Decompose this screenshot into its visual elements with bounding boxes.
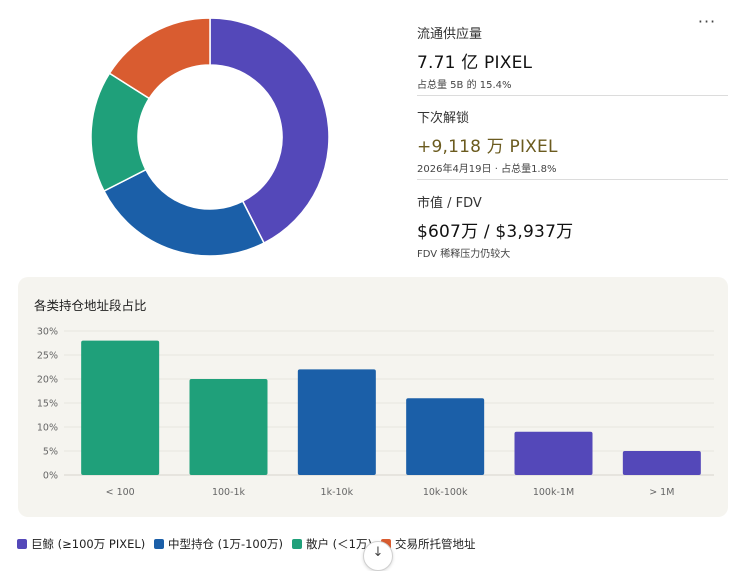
x-tick-label: 1k-10k [321,487,354,498]
donut-segment-whale[interactable] [209,17,330,245]
stat-circulating-supply: 流通供应量 7.71 亿 PIXEL 占总量 5B 的 15.4% [417,23,728,91]
y-tick-label: 20% [37,375,58,386]
stat-value: +9,118 万 PIXEL [417,137,558,157]
legend-label: 交易所托管地址 [395,537,476,551]
legend-label: 巨鲸 (≥100万 PIXEL) [31,537,146,551]
x-tick-label: 10k-100k [423,487,468,498]
stat-subtext: FDV 稀释压力仍较大 [417,249,511,260]
more-options-button[interactable]: ··· [694,12,720,32]
y-tick-label: 0% [43,471,58,482]
x-tick-label: > 1M [649,487,674,498]
legend-item-mid[interactable]: 中型持仓 (1万-100万) [154,535,283,553]
y-tick-label: 30% [37,327,58,338]
stat-label: 下次解锁 [417,111,470,126]
legend-swatch [17,539,27,549]
supply-distribution-donut [90,17,330,257]
x-tick-label: 100-1k [212,487,246,498]
legend-swatch [154,539,164,549]
stat-value: $607万 / $3,937万 [417,222,574,242]
y-tick-label: 15% [37,399,58,410]
x-tick-label: 100k-1M [533,487,574,498]
legend-item-retail[interactable]: 散户 (＜1万) [292,535,372,553]
holder-distribution-bar-chart: 0% 5% 10% 15% 20% 25% 30% < 100 100-1k 1k-10k 10k-… [37,327,714,498]
stat-value: 7.71 亿 PIXEL [417,53,533,73]
y-tick-label: 5% [43,447,58,458]
divider [417,95,728,96]
legend-swatch [292,539,302,549]
bar-5[interactable] [622,451,701,475]
bar-0[interactable] [81,340,160,475]
donut-segment-exchange[interactable] [108,17,211,100]
bar-1[interactable] [189,379,268,475]
bar-4[interactable] [514,431,593,475]
holder-distribution-chart-card: 各类持仓地址段占比 0% 5% 10% 15% 20% 25% 30% < 100 100-1k… [18,277,728,517]
stat-next-unlock: 下次解锁 +9,118 万 PIXEL 2026年4月19日 · 占总量1.8% [417,107,728,175]
stat-label: 市值 / FDV [417,196,482,211]
stat-label: 流通供应量 [417,27,483,42]
donut-segment-mid[interactable] [102,168,266,257]
divider [417,179,728,180]
x-tick-label: < 100 [106,487,135,498]
bar-3[interactable] [406,398,485,475]
arrow-down-icon: ↓ [372,545,384,560]
legend-label: 散户 (＜1万) [306,537,372,551]
legend-label: 中型持仓 (1万-100万) [168,537,284,551]
more-icon: ··· [697,12,717,31]
stat-market-cap: 市值 / FDV $607万 / $3,937万 FDV 稀释压力仍较大 [417,192,728,260]
y-tick-label: 10% [37,423,58,434]
stat-subtext: 占总量 5B 的 15.4% [417,80,512,91]
chart-title: 各类持仓地址段占比 [34,298,147,313]
bar-2[interactable] [297,369,376,475]
scroll-down-button[interactable]: ↓ [363,541,393,571]
legend-item-exchange[interactable]: 交易所托管地址 [381,535,476,553]
legend-item-whale[interactable]: 巨鲸 (≥100万 PIXEL) [17,535,145,553]
y-tick-label: 25% [37,351,58,362]
stat-subtext: 2026年4月19日 · 占总量1.8% [417,164,557,175]
